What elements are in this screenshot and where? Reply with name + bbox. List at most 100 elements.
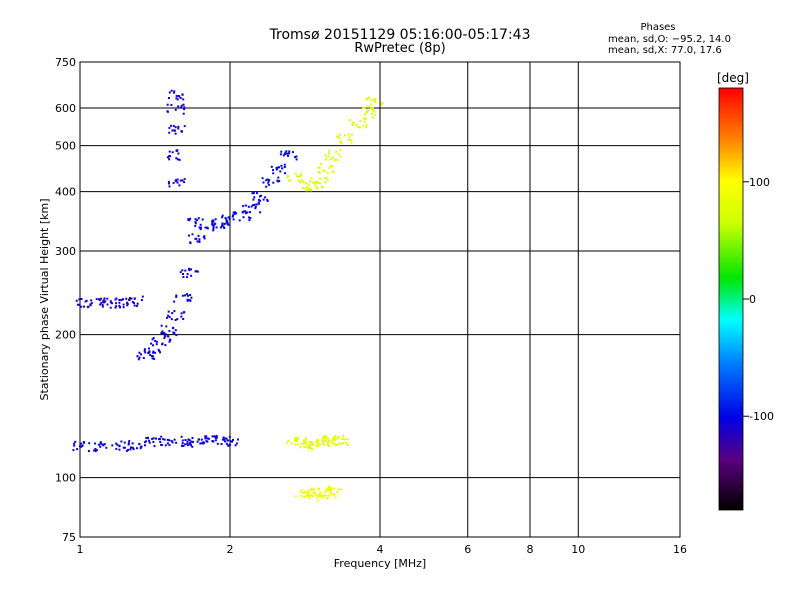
echo-point: [152, 351, 155, 354]
echo-point: [313, 492, 316, 495]
echo-point: [106, 297, 109, 300]
echo-point: [133, 297, 136, 300]
echo-point: [115, 305, 118, 308]
echo-point: [331, 438, 334, 441]
echo-point: [256, 192, 258, 195]
echo-point: [294, 172, 297, 175]
echo-point: [328, 445, 330, 447]
echo-point: [365, 124, 368, 127]
echo-point: [90, 302, 93, 305]
echo-point: [371, 107, 374, 110]
echo-point: [176, 318, 179, 321]
echo-point: [330, 486, 333, 489]
echo-point: [164, 344, 167, 346]
echo-point: [173, 90, 176, 93]
echo-point: [302, 439, 305, 442]
echo-point: [213, 223, 216, 226]
echo-point: [76, 448, 79, 451]
phase-stats-title: Phases: [640, 22, 676, 33]
echo-point: [237, 438, 239, 441]
chart-subtitle: RwPretec (8p): [354, 41, 446, 56]
echo-point: [159, 441, 162, 443]
y-tick-label: 500: [55, 140, 76, 153]
echo-point: [196, 270, 199, 273]
echo-point: [172, 181, 175, 184]
echo-point: [212, 440, 215, 443]
echo-point: [164, 444, 167, 447]
echo-point: [232, 211, 235, 214]
echo-point: [197, 217, 200, 220]
echo-point: [73, 444, 76, 447]
echo-point: [264, 196, 267, 199]
echo-point: [252, 204, 255, 207]
echo-point: [357, 125, 360, 128]
echo-point: [262, 198, 265, 201]
echo-point: [182, 103, 185, 106]
echo-point: [243, 210, 245, 213]
echo-point: [238, 219, 241, 222]
data-points: [72, 89, 384, 502]
x-axis-label: Frequency [MHz]: [334, 557, 426, 570]
echo-point: [307, 495, 310, 497]
echo-point: [74, 440, 77, 443]
x-tick-labels: 1 2 4 6 8 10 16: [77, 543, 688, 556]
echo-point: [201, 218, 204, 221]
echo-point: [118, 301, 121, 304]
echo-point: [304, 491, 307, 494]
echo-point: [166, 442, 169, 445]
echo-point: [180, 130, 183, 133]
echo-point: [294, 439, 297, 442]
echo-point: [320, 186, 323, 189]
echo-point: [167, 181, 170, 183]
echo-point: [288, 179, 291, 182]
echo-point: [148, 351, 150, 354]
echo-point: [295, 155, 298, 158]
echo-point: [126, 304, 129, 307]
echo-point: [304, 187, 307, 190]
echo-point: [136, 355, 139, 358]
echo-point: [316, 187, 319, 190]
echo-point: [167, 310, 170, 313]
echo-point: [290, 442, 293, 444]
x-tick-label: 10: [571, 543, 585, 556]
echo-point: [305, 440, 308, 443]
echo-point: [321, 440, 324, 442]
echo-point: [105, 446, 108, 449]
echo-point: [306, 493, 309, 496]
echo-point: [314, 184, 317, 187]
echo-point: [136, 302, 139, 305]
echo-point: [186, 276, 188, 279]
echo-point: [173, 310, 176, 313]
echo-point: [337, 135, 340, 138]
echo-point: [181, 439, 184, 442]
y-tick-labels: 75 100 200 300 400 500 600 750: [55, 56, 76, 544]
echo-point: [364, 117, 367, 120]
echo-point: [320, 494, 323, 497]
echo-point: [315, 496, 318, 499]
echo-point: [310, 487, 313, 490]
echo-point: [307, 492, 310, 495]
echo-point: [334, 435, 337, 438]
echo-point: [163, 337, 166, 339]
echo-point: [280, 150, 283, 153]
echo-point: [226, 220, 229, 223]
echo-point: [324, 489, 327, 492]
echo-point: [154, 351, 157, 354]
echo-point: [248, 216, 250, 219]
echo-point: [178, 184, 181, 187]
echo-point: [329, 440, 332, 443]
echo-point: [281, 167, 284, 170]
echo-point: [374, 113, 377, 116]
echo-point: [171, 151, 174, 154]
echo-point: [200, 438, 203, 441]
echo-point: [279, 153, 282, 156]
echo-point: [369, 99, 372, 102]
echo-point: [285, 441, 288, 444]
echo-point: [166, 316, 168, 319]
echo-point: [203, 237, 206, 240]
echo-point: [106, 303, 109, 306]
echo-point: [205, 435, 208, 438]
echo-point: [190, 296, 193, 299]
echo-point: [143, 348, 146, 351]
echo-point: [318, 171, 321, 174]
